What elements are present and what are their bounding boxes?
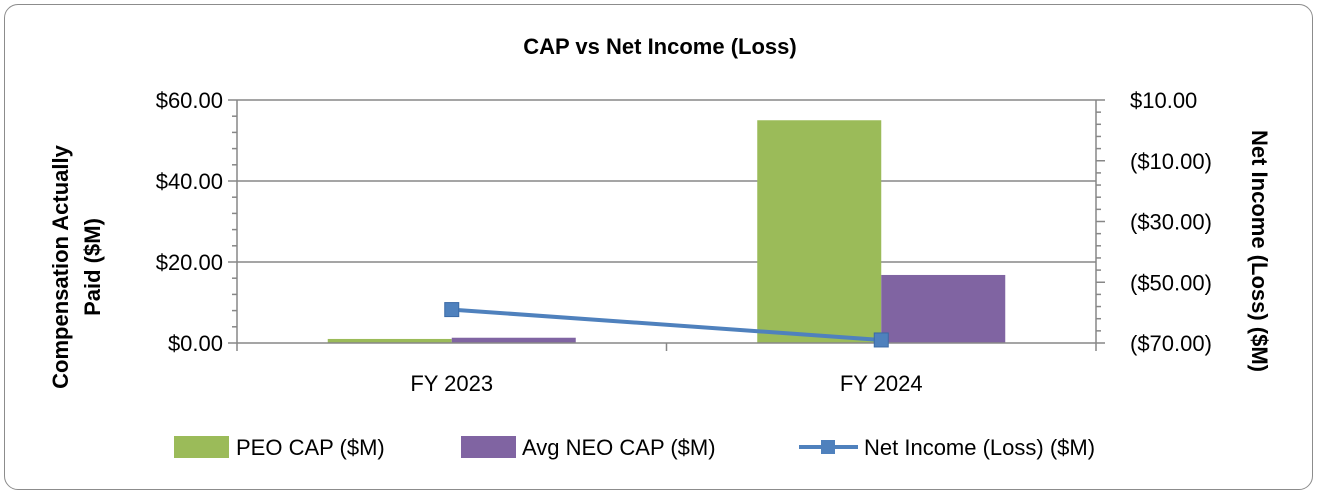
chart-frame (4, 4, 1313, 490)
y-tick-label: $40.00 (156, 169, 223, 194)
avg-neo-cap-bar-2 (881, 274, 1006, 343)
y-tick-label: $0.00 (168, 331, 223, 356)
x-tick-label: FY 2024 (840, 371, 923, 396)
peo-cap-bar-2 (757, 120, 882, 343)
y2-tick-label: ($50.00) (1130, 270, 1212, 295)
net-income-line (451, 307, 882, 342)
chart-title: CAP vs Net Income (Loss) (523, 34, 796, 59)
net-income-point-2 (873, 332, 889, 348)
y-axis-title-line2: Paid ($M) (80, 218, 105, 316)
legend: PEO CAP ($M) Avg NEO CAP ($M) Net Income (… (174, 435, 1095, 460)
legend-swatch-net-marker (821, 440, 835, 454)
x-tick-label: FY 2023 (410, 371, 493, 396)
bars (327, 120, 1006, 343)
y-tick-label: $60.00 (156, 88, 223, 113)
y2-tick-label: ($10.00) (1130, 149, 1212, 174)
gridlines (237, 99, 1096, 263)
legend-label-peo: PEO CAP ($M) (236, 435, 385, 460)
axes (228, 99, 1105, 351)
avg-neo-cap-bar-1 (451, 337, 576, 343)
y2-axis-title: Net Income (Loss) ($M) (1247, 130, 1272, 372)
y-tick-label: $20.00 (156, 250, 223, 275)
legend-swatch-neo (461, 436, 516, 458)
legend-label-net: Net Income (Loss) ($M) (864, 435, 1095, 460)
y2-tick-label: ($30.00) (1130, 210, 1212, 235)
legend-swatch-peo (174, 436, 229, 458)
y-axis-title-line1: Compensation Actually (48, 144, 73, 388)
net-income-point-1 (444, 302, 460, 318)
tick-labels: $0.00 $20.00 $40.00 $60.00 ($70.00) ($50.00) (… (156, 88, 1212, 396)
y2-tick-label: ($70.00) (1130, 331, 1212, 356)
legend-label-neo: Avg NEO CAP ($M) (522, 435, 716, 460)
y2-tick-label: $10.00 (1130, 88, 1197, 113)
peo-cap-bar-1 (327, 338, 452, 343)
net-income-line-group (444, 302, 889, 348)
